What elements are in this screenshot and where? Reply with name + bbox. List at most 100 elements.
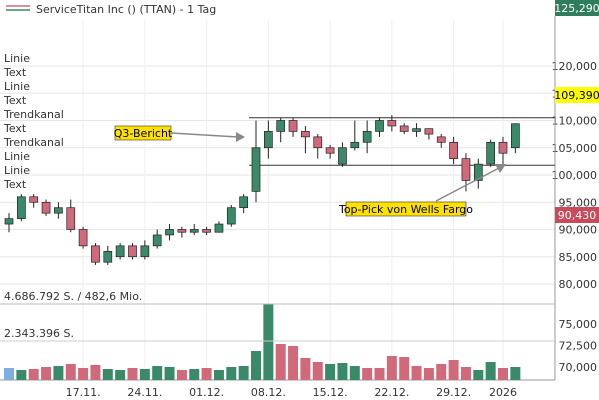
candle-body [473, 163, 483, 181]
candle-body [325, 147, 335, 154]
candle[interactable] [189, 224, 199, 235]
candle[interactable] [4, 213, 14, 233]
candle[interactable] [362, 120, 372, 154]
volume-bar [275, 344, 286, 380]
grid [0, 20, 555, 380]
candle[interactable] [41, 199, 51, 216]
candle[interactable] [264, 120, 273, 159]
drawing-legend: LinieTextLinieTextTrendkanalTextTrendkan… [3, 52, 64, 191]
candle[interactable] [511, 123, 520, 154]
y-tick-label: 70,000 [559, 361, 598, 374]
candle[interactable] [412, 123, 421, 137]
volume-bar [164, 367, 175, 380]
legend-item[interactable]: Text [3, 122, 27, 135]
candle[interactable] [449, 136, 458, 165]
y-tick-label: 110,000 [552, 115, 598, 128]
candle-body [399, 125, 409, 132]
candle[interactable] [350, 120, 360, 151]
candle[interactable] [165, 224, 174, 241]
volume-bar [337, 363, 348, 380]
candle[interactable] [338, 142, 347, 167]
x-tick-label: 2026 [489, 386, 517, 399]
candle[interactable] [17, 194, 26, 222]
volume-bar [374, 368, 385, 380]
candle-body [362, 131, 372, 143]
candle[interactable] [78, 226, 88, 249]
candle[interactable] [214, 221, 224, 233]
candle[interactable] [91, 243, 100, 265]
legend-item[interactable]: Text [3, 94, 27, 107]
candle[interactable] [436, 134, 446, 148]
candle[interactable] [288, 117, 298, 137]
low-price-label: 90,430 [558, 209, 597, 222]
candle[interactable] [399, 123, 409, 135]
candle[interactable] [251, 120, 261, 203]
candle-body [251, 147, 261, 192]
candle[interactable] [103, 245, 113, 265]
candle-body [264, 131, 273, 149]
volume-bar [288, 346, 299, 380]
candle-body [387, 120, 397, 127]
candle[interactable] [202, 226, 211, 235]
legend-item[interactable]: Text [3, 66, 27, 79]
candle[interactable] [115, 243, 125, 260]
candle-body [17, 196, 26, 219]
legend-item[interactable]: Linie [4, 164, 30, 177]
legend-item[interactable]: Linie [4, 52, 30, 65]
volume-bar [386, 356, 397, 380]
volume-bars [4, 304, 521, 380]
candle[interactable] [375, 117, 384, 137]
candle[interactable] [301, 125, 310, 154]
candle[interactable] [239, 194, 248, 214]
volume-bar [349, 366, 360, 380]
candle[interactable] [424, 128, 434, 140]
candle[interactable] [140, 240, 150, 260]
candle[interactable] [54, 202, 63, 219]
candle-body [128, 245, 137, 258]
volume-bar [300, 358, 311, 380]
candle-body [313, 136, 323, 149]
candle[interactable] [313, 134, 323, 159]
legend-item[interactable]: Trendkanal [3, 136, 64, 149]
annotation-wells-box[interactable] [345, 201, 467, 217]
legend-item[interactable]: Trendkanal [3, 108, 64, 121]
legend-item[interactable]: Linie [4, 80, 30, 93]
candle[interactable] [387, 115, 397, 132]
candle[interactable] [325, 145, 335, 159]
candle-body [78, 229, 88, 247]
candle[interactable] [498, 136, 508, 165]
volume-bar [78, 368, 89, 380]
volume-bar [139, 369, 150, 380]
candle-body [140, 245, 150, 258]
candle-body [461, 158, 471, 181]
volume-bar [362, 368, 373, 380]
candle-body [115, 245, 125, 258]
legend-item[interactable]: Text [3, 178, 27, 191]
volume-bar [423, 368, 434, 380]
candle[interactable] [177, 226, 187, 238]
candle[interactable] [226, 204, 236, 227]
annotation-q3-text: Q3-Bericht [114, 127, 173, 140]
candle[interactable] [29, 194, 39, 208]
candle[interactable] [486, 139, 495, 167]
current-price-label: 109,390 [554, 89, 599, 102]
volume-bar [201, 368, 212, 380]
volume-bar [238, 366, 249, 380]
candle-body [202, 229, 211, 233]
legend-item[interactable]: Linie [4, 150, 30, 163]
candles [4, 115, 520, 265]
volume-bar [251, 351, 261, 380]
volume-bar [226, 367, 237, 380]
candle[interactable] [66, 199, 76, 233]
top-price-tag [555, 0, 599, 16]
annotation-q3-arrow [170, 132, 239, 138]
candle-body [239, 196, 248, 209]
volume-bar [115, 370, 126, 380]
volume-bar [16, 370, 27, 380]
candle[interactable] [152, 229, 162, 249]
candle[interactable] [276, 117, 286, 143]
candle[interactable] [128, 243, 137, 260]
candle[interactable] [473, 158, 483, 189]
